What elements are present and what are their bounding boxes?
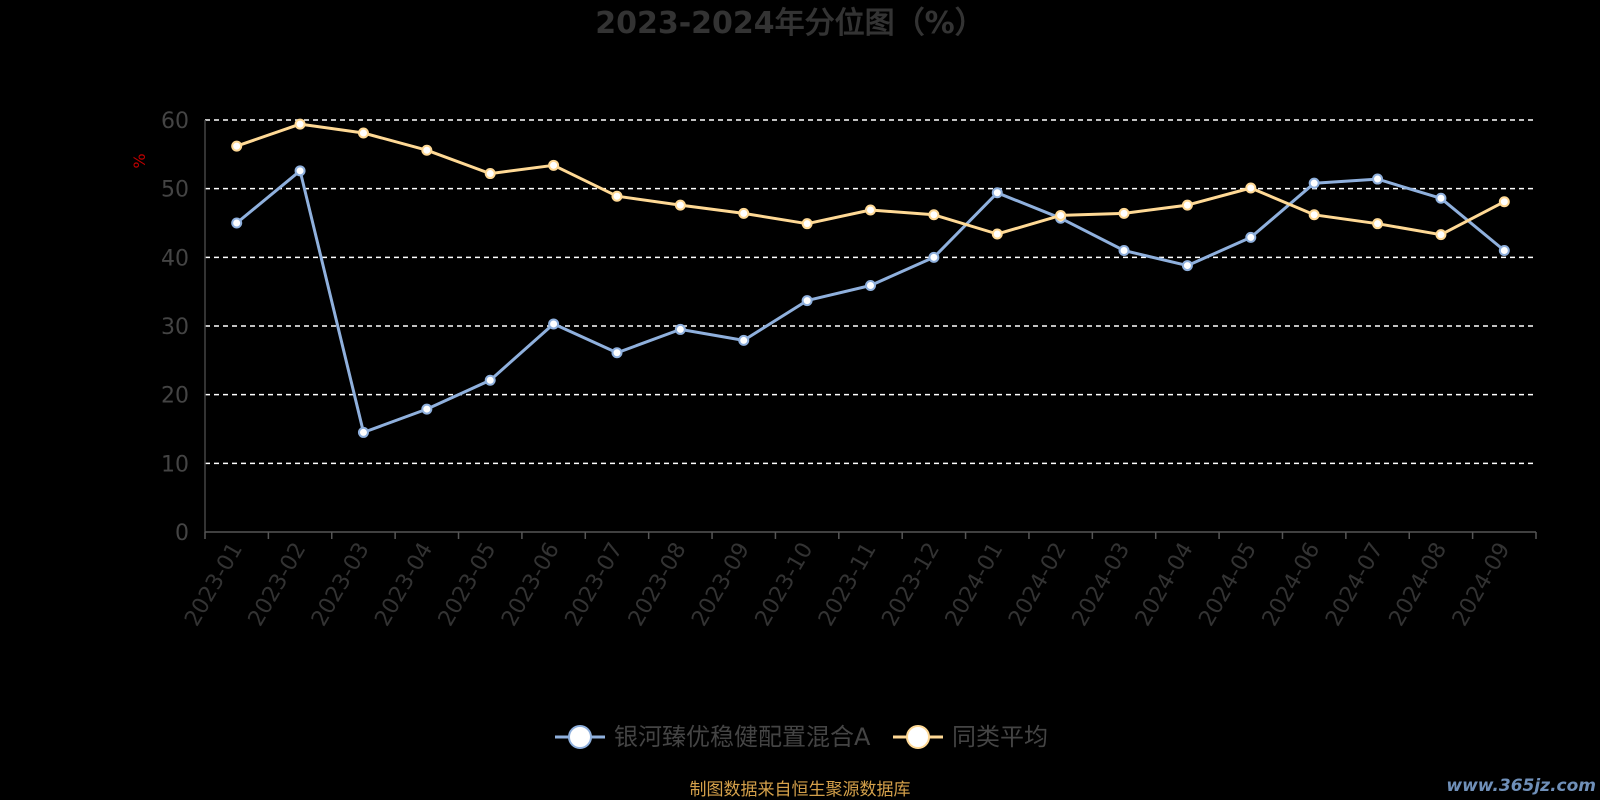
y-axis-label: % [130,153,149,168]
y-tick-label: 10 [161,452,189,477]
x-tick-label: 2023-11 [814,539,882,631]
series-point [865,204,876,216]
series-point [1118,244,1130,256]
x-tick-label: 2023-06 [497,539,565,631]
series-point [801,295,813,307]
legend-marker [568,725,592,749]
x-tick-label: 2023-09 [687,539,755,631]
legend-label: 银河臻优稳健配置混合A [614,723,871,751]
series-point [1308,209,1320,221]
series-point [738,207,750,219]
series-point [1372,173,1384,185]
x-tick-label: 2023-02 [244,539,312,631]
legend-item-1[interactable]: 同类平均 [893,723,1048,751]
series-point [1498,196,1510,208]
x-tick-label: 2024-01 [941,539,1009,631]
x-tick-label: 2023-04 [370,539,438,631]
series-point [1498,244,1510,256]
x-tick-labels: 2023-012023-022023-032023-042023-052023-… [180,539,1515,631]
x-tick-label: 2024-05 [1194,539,1262,631]
y-tick-label: 60 [161,109,189,134]
series-point [1245,231,1257,243]
series-point [674,323,686,335]
x-tick-label: 2023-08 [624,539,692,631]
series-point [1435,229,1447,241]
series-point [991,187,1003,199]
series-point [738,334,750,346]
series-point [991,228,1003,240]
y-tick-labels: 0 10 20 30 40 50 60 [161,109,189,546]
x-tick-label: 2023-10 [751,539,819,631]
legend-item-0[interactable]: 银河臻优稳健配置混合A [555,723,871,751]
series-point [294,118,306,130]
series-point [865,279,876,291]
axes [204,120,1537,539]
series-point [1181,260,1193,272]
series-lines [231,118,1510,438]
series-point [1435,192,1447,204]
x-tick-label: 2023-07 [561,539,629,631]
series-point [611,190,623,202]
y-tick-label: 40 [161,246,189,271]
x-tick-label: 2024-02 [1004,539,1072,631]
series-point [357,127,369,139]
series-point [231,217,243,229]
x-tick-label: 2024-08 [1385,539,1453,631]
series-point [484,168,496,180]
series-point [801,218,813,230]
series-point [294,165,306,177]
x-tick-label: 2024-07 [1321,539,1389,631]
series-point [1245,182,1257,194]
series-point [1308,177,1320,189]
x-tick-label: 2024-06 [1258,539,1326,631]
x-tick-label: 2023-03 [307,539,375,631]
x-tick-label: 2023-01 [180,539,248,631]
y-tick-label: 0 [175,521,189,546]
series-point [1118,207,1130,219]
series-point [674,199,686,211]
x-tick-label: 2024-09 [1448,539,1516,631]
series-point [1372,218,1384,230]
y-tick-label: 50 [161,178,189,203]
x-tick-label: 2024-03 [1068,539,1136,631]
series-point [548,159,560,171]
y-tick-label: 30 [161,315,189,340]
series-point [548,318,560,330]
series-point [421,403,433,415]
series-point [1055,209,1067,221]
legend-label: 同类平均 [952,723,1048,751]
legend[interactable]: 银河臻优稳健配置混合A 同类平均 [555,723,1048,751]
series-point [928,251,940,263]
x-tick-label: 2024-04 [1131,539,1199,631]
series-point [484,374,496,386]
grid-lines [205,119,1536,465]
watermark: www.365jz.com [1446,776,1596,796]
series-point [611,347,623,359]
x-tick-label: 2023-05 [434,539,502,631]
series-point [357,426,369,438]
series-point [421,144,433,156]
chart-title: 2023-2024年分位图（%） [595,6,985,41]
legend-marker [906,725,930,749]
x-tick-label: 2023-12 [877,539,945,631]
series-point [928,209,940,221]
series-point [1181,199,1193,211]
data-source-note: 制图数据来自恒生聚源数据库 [690,780,911,800]
y-tick-label: 20 [161,384,189,409]
series-point [231,140,243,152]
